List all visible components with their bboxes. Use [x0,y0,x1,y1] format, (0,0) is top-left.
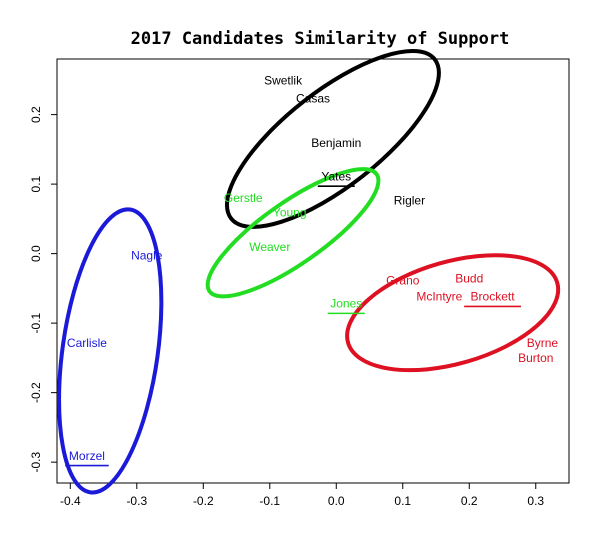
y-tick-label: 0.0 [29,245,43,262]
candidate-label: Rigler [394,194,425,208]
candidate-label: Brockett [471,290,516,304]
candidate-label: Weaver [249,240,290,254]
cluster-ellipse [205,167,381,299]
plot-frame [56,58,570,484]
y-tick-label: -0.1 [29,312,43,333]
x-tick-label: 0.1 [394,494,411,508]
cluster-ellipse [345,253,561,373]
x-tick-label: -0.4 [60,494,81,508]
candidate-label: Yates [321,169,351,183]
x-tick-label: 0.0 [328,494,345,508]
candidate-label: Carlisle [67,336,107,350]
candidate-label: Gerstle [224,191,263,205]
candidate-label: Benjamin [311,136,361,150]
candidate-label: Young [273,205,307,219]
candidate-label: Nagle [131,249,163,263]
cluster-ellipse [225,48,441,229]
chart-title: 2017 Candidates Similarity of Support [131,29,510,49]
y-tick-label: -0.2 [29,382,43,403]
candidate-label: Morzel [69,449,105,463]
y-tick-label: 0.2 [29,106,43,123]
x-tick-label: -0.1 [259,494,280,508]
candidate-label: Burton [518,351,553,365]
x-axis: -0.4 -0.3 -0.2 -0.1 0.0 0.1 0.2 0.3 [60,482,544,508]
candidate-label: McIntyre [416,290,462,304]
cluster-ellipses [57,48,561,495]
x-tick-label: -0.3 [126,494,147,508]
y-axis: -0.3 -0.2 -0.1 0.0 0.1 0.2 [29,106,57,472]
candidate-label: Grano [386,274,420,288]
candidate-label: Byrne [527,336,559,350]
candidate-label: Casas [296,91,330,105]
candidate-labels: Swetlik Casas Benjamin Yates Rigler Gerstle Yo… [65,73,559,467]
candidate-label: Budd [455,272,483,286]
x-tick-label: 0.2 [461,494,478,508]
y-tick-label: -0.3 [29,451,43,472]
cluster-ellipse [57,207,164,495]
y-tick-label: 0.1 [29,175,43,192]
candidate-label: Jones [330,297,362,311]
x-tick-label: 0.3 [527,494,544,508]
x-tick-label: -0.2 [193,494,214,508]
candidate-label: Swetlik [264,73,303,87]
